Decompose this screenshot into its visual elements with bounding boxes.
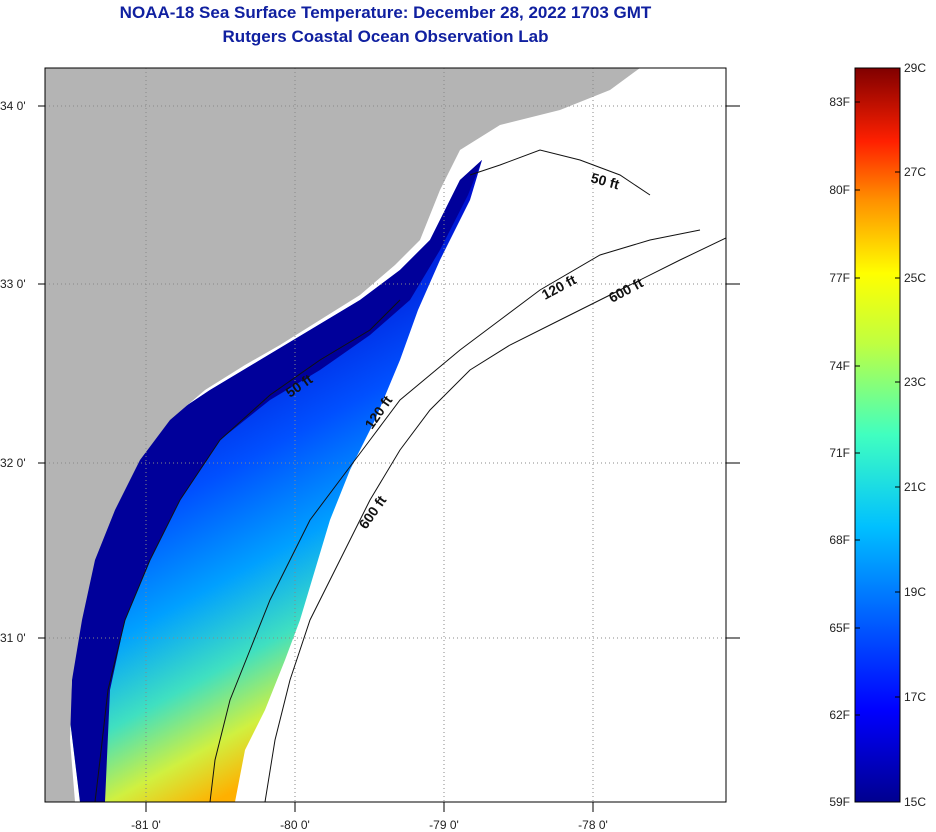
colorbar-c-label: 29C [904, 61, 926, 75]
colorbar-c-label: 17C [904, 690, 926, 704]
colorbar-c-label: 15C [904, 795, 926, 809]
bathymetry-contours [94, 149, 726, 802]
map-subtitle: Rutgers Coastal Ocean Observation Lab [222, 27, 549, 46]
lon-label-79: -79 0' [429, 818, 459, 832]
lon-label-81: -81 0' [131, 818, 161, 832]
colorbar-c-label: 21C [904, 480, 926, 494]
contour-label-50ft-north: 50 ft [589, 169, 621, 192]
lat-label-32: 32 0' [0, 456, 26, 470]
colorbar-fahrenheit-labels: 83F 80F 77F 74F 71F 68F 65F 62F 59F [829, 95, 860, 809]
land-area [45, 68, 640, 802]
lon-label-80: -80 0' [280, 818, 310, 832]
colorbar-f-label: 74F [829, 359, 850, 373]
colorbar-f-label: 65F [829, 621, 850, 635]
colorbar-c-label: 27C [904, 165, 926, 179]
colorbar-f-label: 71F [829, 446, 850, 460]
lat-label-33: 33 0' [0, 277, 26, 291]
map-frame [44, 67, 727, 803]
colorbar-f-label: 62F [829, 708, 850, 722]
colorbar-f-label: 77F [829, 271, 850, 285]
colorbar-c-label: 19C [904, 585, 926, 599]
colorbar-f-label: 83F [829, 95, 850, 109]
colorbar-c-label: 23C [904, 375, 926, 389]
colorbar-f-label: 68F [829, 533, 850, 547]
contour-600ft [264, 237, 726, 802]
colorbar-f-label: 59F [829, 795, 850, 809]
lat-label-34: 34 0' [0, 99, 26, 113]
colorbar [854, 67, 901, 803]
graticule [45, 68, 726, 802]
colorbar-celsius-labels: 29C 27C 25C 23C 21C 19C 17C 15C [895, 61, 926, 809]
colorbar-f-label: 80F [829, 183, 850, 197]
colorbar-c-label: 25C [904, 271, 926, 285]
contour-50ft [94, 149, 651, 802]
axis-ticks [38, 105, 740, 812]
map-title: NOAA-18 Sea Surface Temperature: Decembe… [119, 3, 652, 22]
lat-label-31: 31 0' [0, 631, 26, 645]
lon-label-78: -78 0' [578, 818, 608, 832]
contour-120ft [209, 229, 701, 802]
